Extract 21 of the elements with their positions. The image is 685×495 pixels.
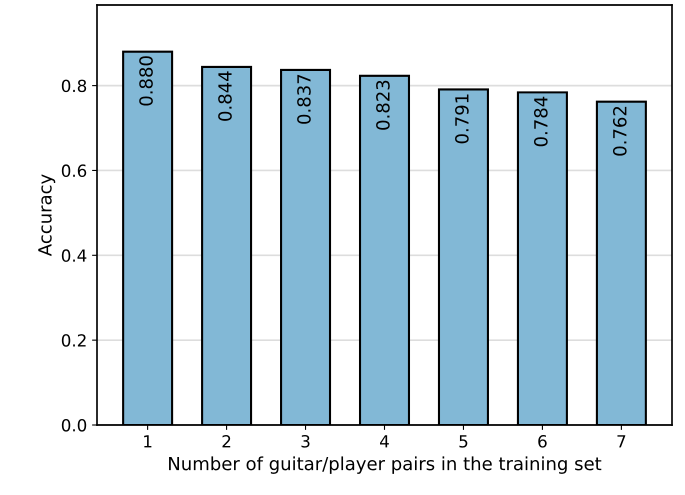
x-tick-label: 6 [538, 435, 547, 448]
data-label: 0.844 [218, 71, 232, 121]
data-label: 0.762 [612, 106, 627, 156]
x-tick-label: 2 [222, 435, 230, 448]
y-tick-label: 0.8 [62, 80, 86, 92]
data-label: 0.823 [376, 80, 390, 130]
y-tick-label: 0.0 [62, 418, 86, 432]
y-axis-title: Accuracy [38, 174, 56, 256]
x-axis-title: Number of guitar/player pairs in the training set [169, 456, 602, 474]
y-tick-label: 0.6 [62, 164, 86, 178]
x-tick-label: 7 [617, 435, 626, 448]
data-label: 0.784 [534, 96, 548, 146]
x-tick-label: 5 [459, 435, 468, 448]
x-tick-label: 1 [144, 435, 152, 448]
x-tick-label: 4 [380, 435, 389, 448]
y-tick-label: 0.4 [62, 249, 86, 262]
data-label: 0.880 [139, 56, 153, 106]
data-label: 0.837 [297, 74, 311, 124]
y-tick-label: 0.2 [62, 334, 86, 347]
data-label: 0.791 [455, 94, 469, 144]
x-tick-label: 3 [302, 435, 310, 448]
